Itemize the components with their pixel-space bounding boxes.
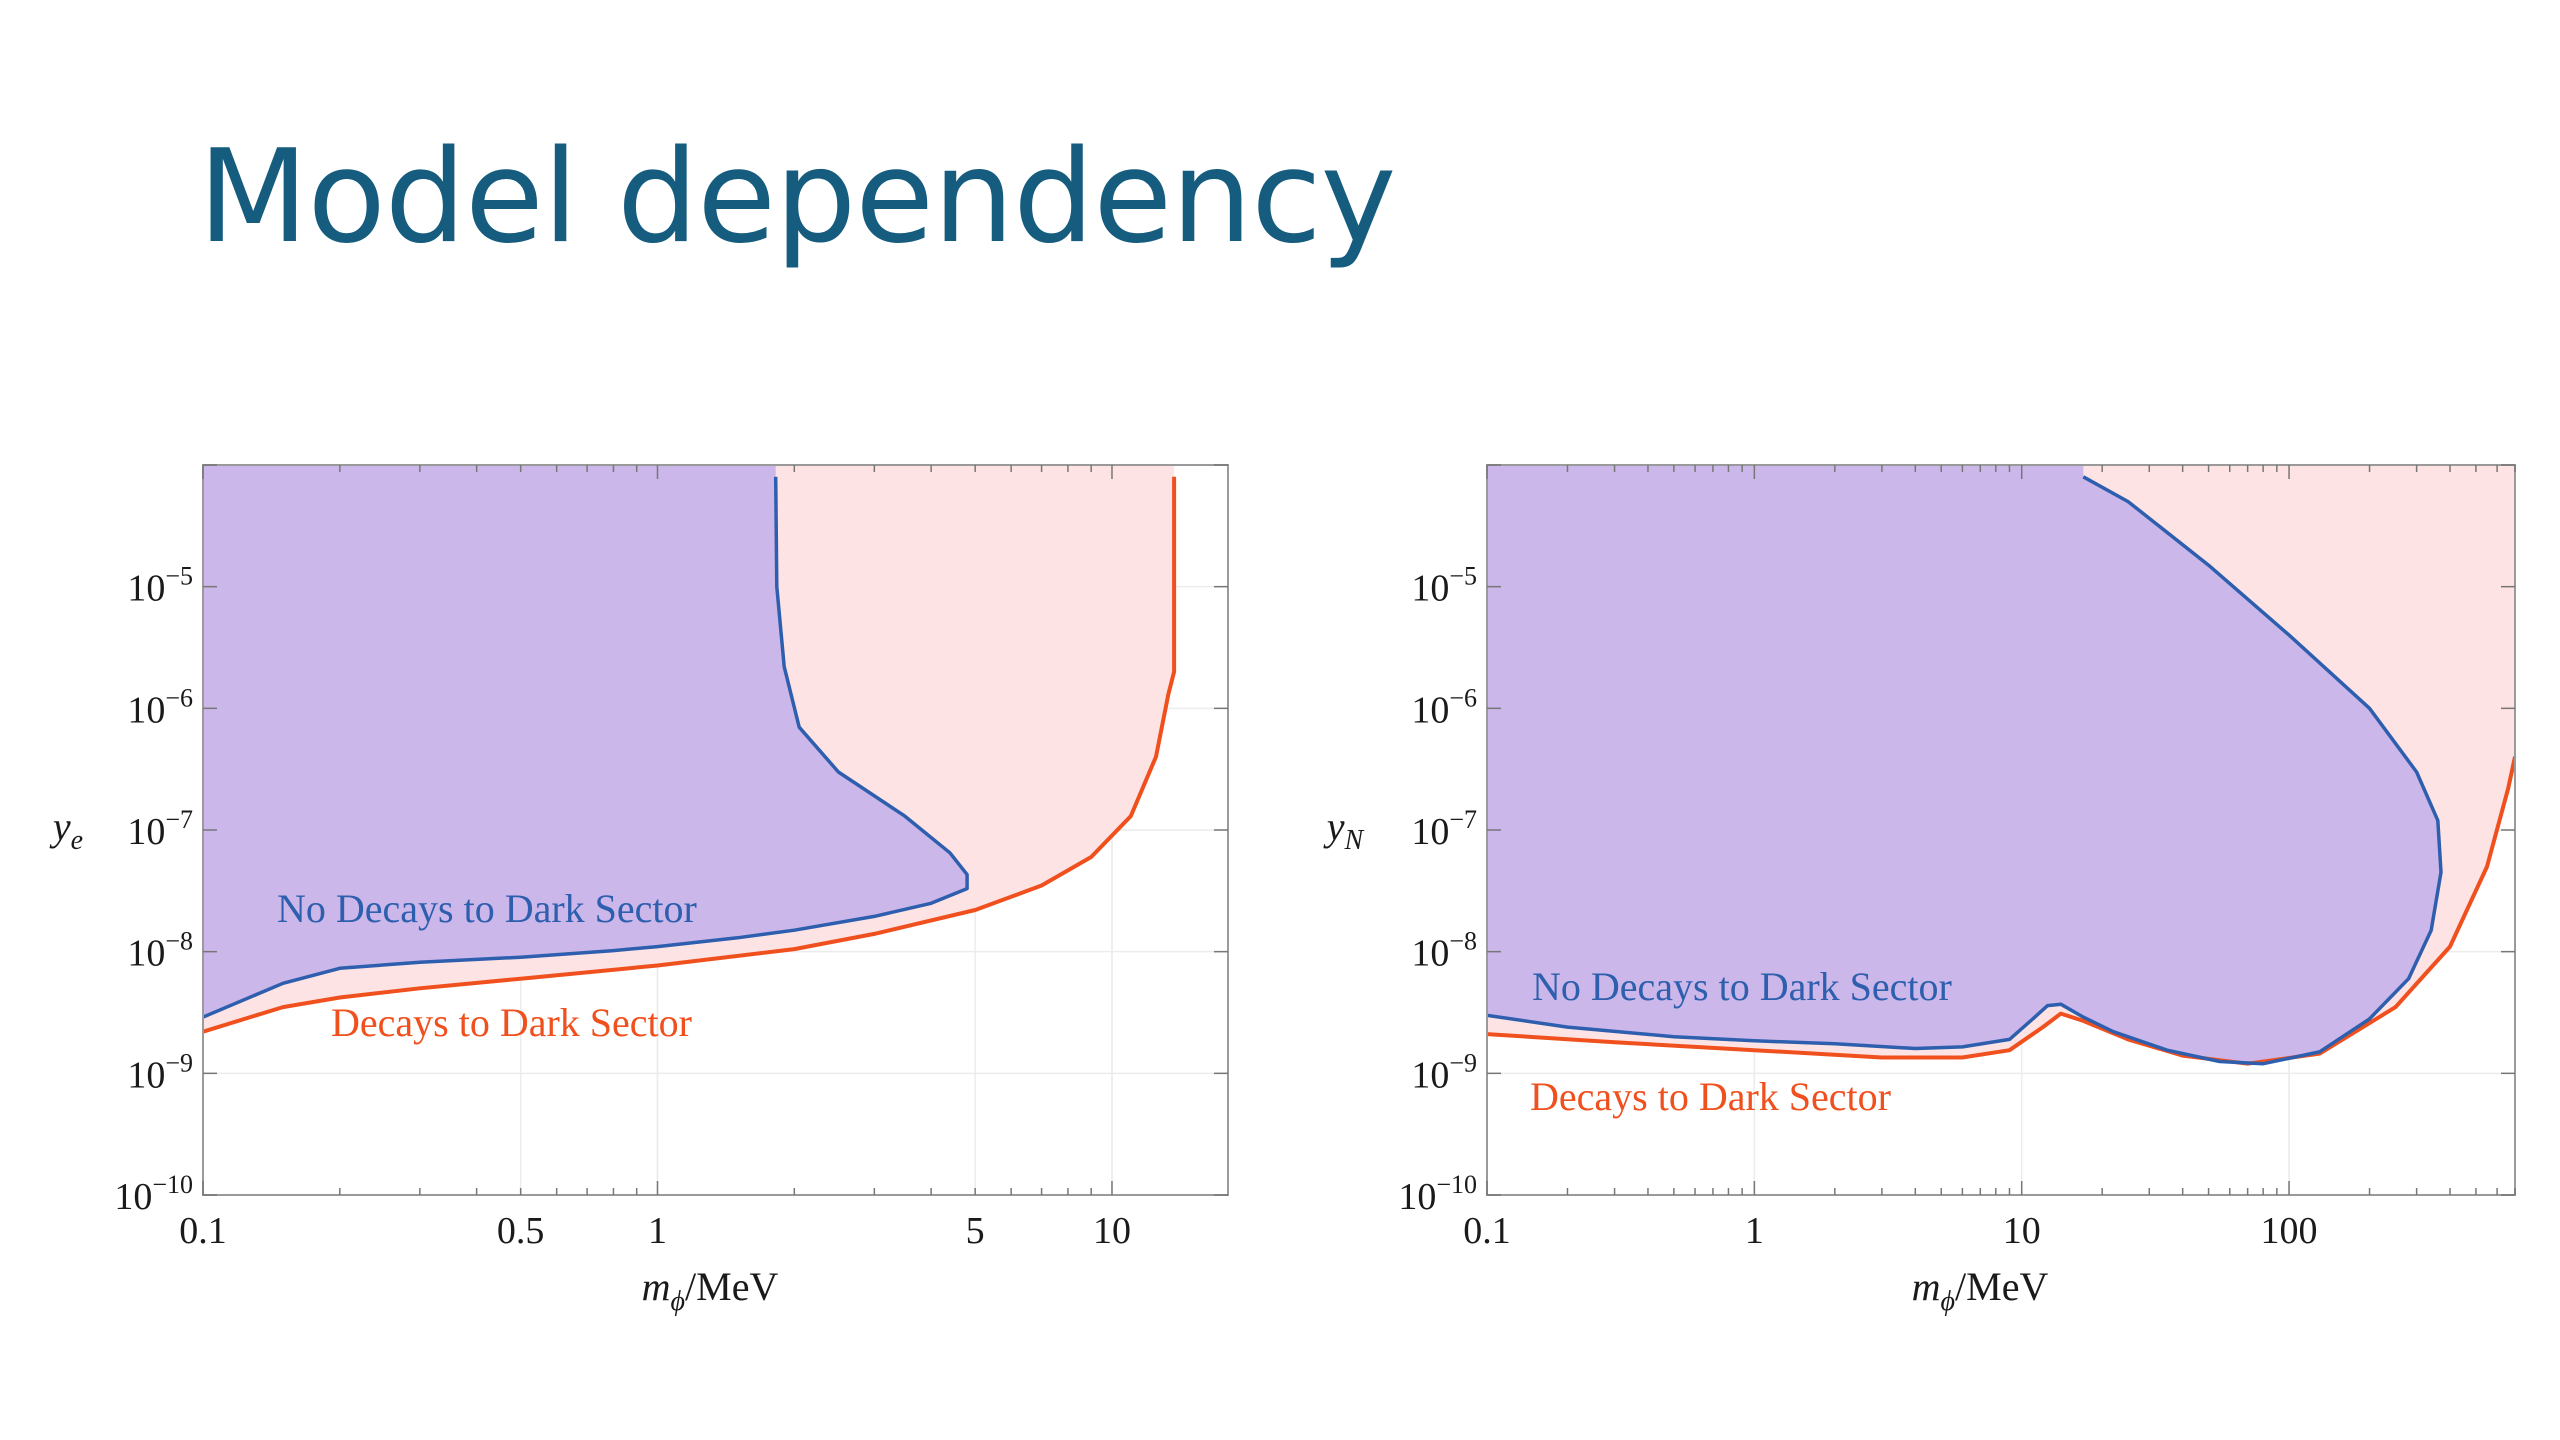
- y-tick-label: 10−9: [127, 1048, 193, 1096]
- x-tick-label: 1: [648, 1210, 667, 1252]
- no-decays-annotation: No Decays to Dark Sector: [277, 886, 697, 931]
- x-axis-label: mϕ/MeV: [1912, 1264, 2049, 1317]
- y-tick-label: 10−6: [1411, 683, 1477, 731]
- y-tick-label: 10−10: [1398, 1170, 1477, 1218]
- x-tick-label: 1: [1745, 1210, 1764, 1252]
- no-decays-annotation: No Decays to Dark Sector: [1532, 964, 1952, 1009]
- decays-curve: [203, 476, 1177, 1034]
- no-decays-curve: [1487, 475, 2443, 1066]
- no-decays-region: [203, 465, 968, 1018]
- y-tick-label: 10−5: [1411, 562, 1477, 610]
- chart-left: 0.1 0.5 1 5 10 10−10 10−9 10−8 10−7 10−6 10−5 mϕ/Me…: [49, 464, 1229, 1317]
- slide-title: Model dependency: [198, 123, 1396, 272]
- y-tick-label: 10−6: [127, 683, 193, 731]
- x-tick-label: 0.1: [1463, 1210, 1511, 1252]
- y-tick-label: 10−7: [1411, 805, 1477, 853]
- chart-right: 0.1 1 10 100 10−10 10−9 10−8 10−7 10−6 10−5 mϕ/MeV…: [1323, 464, 2516, 1317]
- plot-area: [203, 465, 1228, 1195]
- y-tick-label: 10−7: [127, 805, 193, 853]
- x-tick-label: 5: [966, 1210, 985, 1252]
- x-tick-label: 0.1: [179, 1210, 227, 1252]
- x-tick-label: 100: [2261, 1210, 2318, 1252]
- y-axis-label: yN: [1323, 804, 1365, 856]
- x-tick-label: 0.5: [497, 1210, 545, 1252]
- y-tick-label: 10−8: [127, 927, 193, 975]
- y-tick-label: 10−10: [114, 1170, 193, 1218]
- y-tick-label: 10−9: [1411, 1048, 1477, 1096]
- no-decays-region: [1487, 465, 2441, 1064]
- x-tick-label: 10: [1093, 1210, 1131, 1252]
- y-tick-label: 10−5: [127, 562, 193, 610]
- decays-curve: [1487, 756, 2515, 1066]
- x-tick-label: 10: [2003, 1210, 2041, 1252]
- no-decays-curve: [203, 476, 969, 1019]
- decays-annotation: Decays to Dark Sector: [1530, 1074, 1891, 1119]
- y-tick-label: 10−8: [1411, 927, 1477, 975]
- y-axis-label: ye: [49, 804, 83, 856]
- x-axis-label: mϕ/MeV: [642, 1264, 779, 1317]
- decays-annotation: Decays to Dark Sector: [331, 1000, 692, 1045]
- plot-area: [1487, 465, 2515, 1195]
